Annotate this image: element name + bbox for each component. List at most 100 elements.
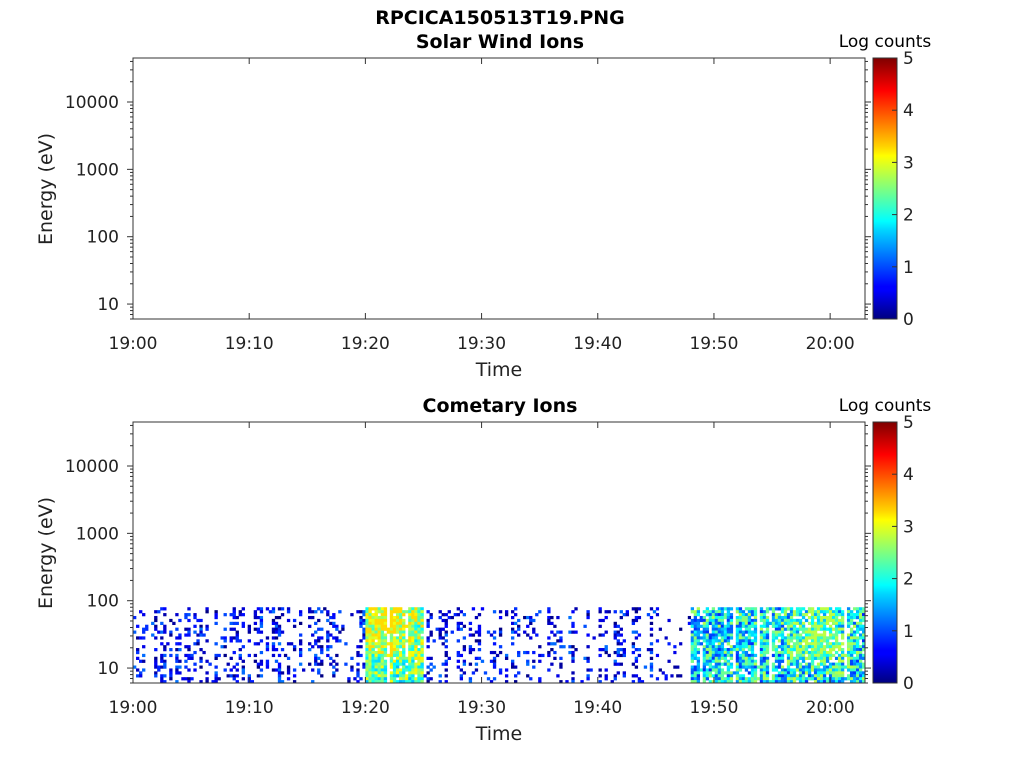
spectrogram-cell	[392, 659, 397, 663]
spectrogram-cell	[163, 674, 167, 678]
spectrogram-cell	[441, 618, 445, 623]
spectrogram-cell	[486, 630, 491, 634]
spectrogram-cell	[504, 613, 509, 617]
spectrogram-cell	[649, 607, 654, 611]
spectrogram-cell	[744, 639, 749, 643]
spectrogram-cell	[810, 662, 815, 666]
spectrogram-cell	[229, 636, 233, 640]
spectrogram-cell	[741, 636, 746, 640]
spectrogram-cell	[550, 630, 554, 634]
spectrogram-cell	[822, 607, 827, 611]
spectrogram-cell	[723, 613, 728, 617]
spectrogram-cell	[837, 653, 842, 658]
spectrogram-cell	[426, 656, 430, 660]
spectrogram-cell	[178, 648, 182, 652]
spectrogram-cell	[420, 653, 424, 658]
spectrogram-cell	[858, 627, 863, 631]
spectrogram-cell	[311, 615, 315, 620]
spectrogram-cell	[184, 633, 188, 637]
spectrogram-cell	[708, 645, 713, 649]
spectrogram-cell	[314, 662, 318, 666]
spectrogram-cell	[810, 627, 815, 631]
spectrogram-cell	[504, 610, 509, 614]
spectrogram-cometary	[133, 607, 866, 684]
spectrogram-cell	[783, 613, 788, 617]
spectrogram-cell	[414, 624, 418, 628]
spectrogram-cell	[852, 677, 857, 681]
spectrogram-cell	[858, 618, 863, 623]
spectrogram-cell	[696, 677, 701, 681]
spectrogram-cell	[402, 650, 406, 655]
spectrogram-cell	[371, 653, 375, 658]
spectrogram-cell	[771, 624, 776, 628]
spectrogram-cell	[637, 648, 642, 652]
spectrogram-cell	[160, 630, 164, 634]
spectrogram-cell	[586, 613, 590, 617]
spectrogram-cell	[801, 645, 806, 649]
spectrogram-cell	[774, 630, 779, 634]
spectrogram-cell	[426, 680, 430, 684]
spectrogram-cell	[362, 630, 366, 634]
spectrogram-cell	[789, 633, 794, 637]
spectrogram-cell	[411, 674, 415, 678]
spectrogram-cell	[574, 630, 578, 634]
spectrogram-cell	[344, 662, 348, 666]
spectrogram-cell	[277, 677, 282, 681]
spectrogram-cell	[359, 618, 363, 623]
spectrogram-cell	[377, 610, 381, 614]
spectrogram-cell	[380, 656, 385, 660]
spectrogram-cell	[825, 650, 830, 655]
spectrogram-cell	[807, 674, 812, 678]
spectrogram-cell	[837, 648, 842, 652]
spectrogram-cell	[411, 621, 415, 626]
spectrogram-cell	[723, 639, 728, 643]
spectrogram-cell	[314, 639, 318, 643]
spectrogram-cell	[765, 615, 770, 620]
spectrogram-cell	[717, 671, 722, 675]
spectrogram-cell	[810, 674, 815, 678]
spectrogram-cell	[753, 639, 758, 643]
spectrogram-cell	[199, 627, 203, 631]
spectrogram-cell	[690, 621, 695, 626]
spectrogram-cell	[175, 665, 179, 669]
spectrogram-cell	[714, 630, 719, 634]
spectrogram-cell	[356, 668, 360, 672]
spectrogram-cell	[196, 633, 200, 637]
spectrogram-cell	[852, 630, 857, 634]
spectrogram-cell	[834, 615, 839, 620]
spectrogram-cell	[693, 636, 698, 640]
spectrogram-cell	[759, 636, 764, 640]
spectrogram-cell	[855, 621, 860, 626]
spectrogram-cell	[702, 615, 707, 620]
spectrogram-cell	[858, 659, 863, 663]
spectrogram-cell	[735, 674, 740, 678]
spectrogram-cell	[801, 653, 806, 658]
spectrogram-cell	[326, 645, 330, 649]
spectrogram-cell	[843, 677, 848, 681]
spectrogram-cell	[792, 680, 797, 684]
spectrogram-cell	[139, 674, 143, 678]
spectrogram-cell	[187, 630, 191, 634]
spectrogram-cell	[693, 615, 698, 620]
spectrogram-cell	[414, 636, 418, 640]
spectrogram-cell	[308, 607, 312, 611]
spectrogram-cell	[380, 653, 385, 658]
spectrogram-cell	[738, 645, 743, 649]
spectrogram-cell	[798, 680, 803, 684]
spectrogram-cell	[777, 659, 782, 663]
spectrogram-cell	[696, 680, 701, 684]
spectrogram-cell	[356, 653, 360, 658]
spectrogram-cell	[402, 624, 406, 628]
spectrogram-cell	[711, 659, 716, 663]
spectrogram-cell	[356, 674, 360, 678]
spectrogram-cell	[619, 615, 623, 620]
spectrogram-cell	[723, 680, 728, 684]
spectrogram-cell	[735, 653, 740, 658]
spectrogram-cell	[822, 680, 827, 684]
spectrogram-cell	[720, 677, 725, 681]
spectrogram-cell	[849, 610, 854, 614]
spectrogram-cell	[720, 607, 725, 611]
spectrogram-cell	[798, 650, 803, 655]
spectrogram-cell	[804, 645, 809, 649]
spectrogram-cell	[711, 668, 716, 672]
